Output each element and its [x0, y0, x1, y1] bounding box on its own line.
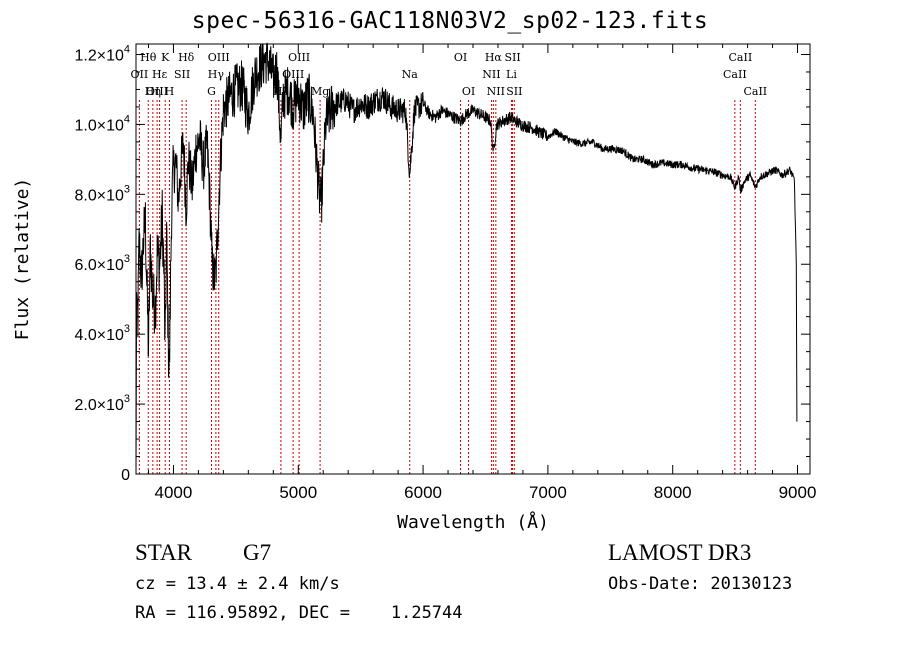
- y-axis: 0 2.0×103 4.0×103 6.0×103 8.0×103 1.0×104 1.2×…: [74, 43, 810, 484]
- x-axis: 4000 5000 6000 7000 8000 9000: [147, 44, 817, 502]
- marker-label: SII: [506, 85, 522, 98]
- marker-label: CaII: [743, 85, 767, 98]
- flux-series-line: [135, 42, 798, 475]
- marker-label: CaII: [723, 68, 747, 81]
- marker-label: Hθ: [140, 51, 157, 64]
- y-tick-label: 1.0×104: [74, 113, 130, 134]
- marker-label: SII: [174, 68, 190, 81]
- object-class: STAR: [135, 540, 192, 565]
- obs-date: Obs-Date: 20130123: [608, 574, 793, 594]
- marker-label: NII: [487, 85, 505, 98]
- x-tick-label: 7000: [529, 483, 567, 502]
- marker-label: OIII: [288, 51, 310, 64]
- y-tick-label: 8.0×103: [74, 183, 130, 204]
- chart-title: spec-56316-GAC118N03V2_sp02-123.fits: [191, 8, 709, 34]
- marker-label: K: [161, 51, 170, 64]
- redshift-cz: cz = 13.4 ± 2.4 km/s: [135, 574, 340, 594]
- x-tick-label: 5000: [279, 483, 317, 502]
- marker-label: OI: [462, 85, 475, 98]
- y-tick-label: 6.0×103: [74, 253, 130, 274]
- marker-label: CaII: [729, 51, 753, 64]
- marker-label: Li: [506, 68, 517, 81]
- x-tick-label: 6000: [404, 483, 442, 502]
- marker-label: H: [165, 85, 175, 98]
- marker-label: NII: [482, 68, 500, 81]
- x-axis-label: Wavelength (Å): [397, 511, 549, 533]
- x-tick-label: 8000: [654, 483, 692, 502]
- x-tick-label: 9000: [779, 483, 817, 502]
- marker-label: Hη: [145, 85, 161, 98]
- y-tick-label: 1.2×104: [74, 43, 130, 64]
- marker-label: G: [207, 85, 216, 98]
- marker-label: OII: [131, 68, 149, 81]
- y-tick-label: 4.0×103: [74, 323, 130, 344]
- marker-label: Mg: [311, 85, 329, 98]
- marker-label: SII: [504, 51, 520, 64]
- coordinates: RA = 116.95892, DEC = 1.25744: [135, 603, 463, 623]
- x-tick-label: 4000: [155, 483, 193, 502]
- y-tick-label: 0: [121, 467, 130, 484]
- marker-label: Hγ: [208, 68, 225, 81]
- marker-label: Na: [402, 68, 419, 81]
- object-subclass: G7: [243, 540, 272, 565]
- y-tick-label: 2.0×103: [74, 393, 130, 414]
- marker-label: OI: [454, 51, 467, 64]
- marker-label: OIII: [146, 85, 168, 98]
- marker-label: Hα: [485, 51, 503, 64]
- marker-label: Hδ: [178, 51, 195, 64]
- marker-label: OIII: [208, 51, 230, 64]
- survey-name: LAMOST DR3: [608, 540, 752, 565]
- y-axis-label: Flux (relative): [12, 178, 33, 341]
- marker-label: Hε: [152, 68, 168, 81]
